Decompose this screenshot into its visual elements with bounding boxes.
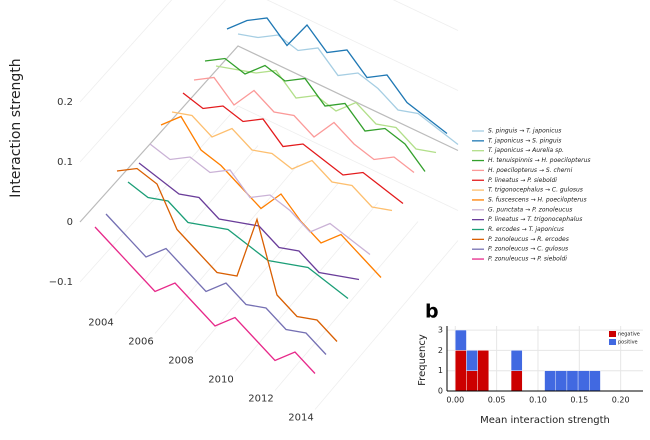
legend-label: P. zonuleucus → P. sieboldi xyxy=(488,256,567,263)
grid-line xyxy=(79,45,459,223)
y-tick-label: 0.1 xyxy=(57,157,73,168)
bar xyxy=(510,370,523,392)
x-tick-label: 2010 xyxy=(208,375,233,386)
x-tick-label: 2014 xyxy=(288,413,313,424)
x-tick-label: 0.15 xyxy=(570,396,588,405)
series-line xyxy=(149,143,371,256)
legend-label: P. zonoleucus → C. gulosus xyxy=(488,246,568,253)
legend-label: positive xyxy=(618,340,638,346)
panel-label: b xyxy=(425,301,439,323)
bar xyxy=(510,350,523,371)
series-line xyxy=(116,167,338,342)
legend-label: P. lineatus → P. sieboldi xyxy=(488,177,557,184)
x-tick-label: 2004 xyxy=(88,318,113,329)
y-tick-label: −0.1 xyxy=(49,277,73,288)
bar xyxy=(466,350,478,371)
series-line xyxy=(193,76,415,174)
legend-label: T. japonicus → S. pinguis xyxy=(488,137,561,144)
legend-label: P. lineatus → T. trigonocephalus xyxy=(488,216,582,223)
y-tick-label: 1 xyxy=(438,366,443,375)
grid-line xyxy=(79,0,459,163)
bar xyxy=(555,370,568,392)
y-tick-label: 0 xyxy=(438,387,443,396)
series-line xyxy=(215,65,437,154)
grid-line xyxy=(154,164,299,334)
grid-line xyxy=(79,105,459,283)
bar xyxy=(589,370,601,392)
series-line xyxy=(182,92,404,205)
y-tick-label: 0.2 xyxy=(57,97,73,108)
grid-line xyxy=(314,240,459,410)
bar xyxy=(455,350,467,392)
grid-line xyxy=(114,145,259,315)
legend-label: H. tenuispinnis → H. poecilopterus xyxy=(488,157,591,164)
series-line xyxy=(204,57,426,172)
series-line xyxy=(94,226,316,374)
legend-label: S. fuscescens → H. poecilopterus xyxy=(488,196,587,203)
x-axis-title: Mean interaction strength xyxy=(480,415,610,426)
legend-swatch xyxy=(609,339,616,345)
x-tick-label: 2008 xyxy=(168,356,193,367)
x-tick-label: 2012 xyxy=(248,394,273,405)
y-axis-title: Interaction strength xyxy=(8,58,24,197)
bar xyxy=(544,370,556,392)
x-tick-label: 0.20 xyxy=(612,396,630,405)
legend-label: H. poecilopterus → S. cherni xyxy=(488,167,573,174)
series-line xyxy=(138,162,360,281)
legend-label: negative xyxy=(618,332,640,338)
x-tick-label: 0.05 xyxy=(488,396,506,405)
legend-label: S. pinguis → T. japonicus xyxy=(488,128,561,135)
legend-label: R. ercodes → T. japonicus xyxy=(488,226,564,233)
legend-label: P. zonoleucus → R. ercodes xyxy=(488,236,569,243)
y-tick-label: 2 xyxy=(438,346,443,355)
bar xyxy=(455,329,467,351)
series-line xyxy=(226,17,448,135)
series-line xyxy=(105,213,327,355)
bar xyxy=(577,370,590,392)
grid-line xyxy=(194,183,339,353)
bar xyxy=(466,370,478,392)
series-line xyxy=(171,111,393,212)
legend-label: G. punctata → P. zonoleucus xyxy=(488,206,572,213)
x-tick-label: 2006 xyxy=(128,337,153,348)
series-line xyxy=(160,115,382,278)
x-tick-label: 0.10 xyxy=(529,396,547,405)
bar xyxy=(477,350,489,392)
legend-label: T. trigonocephalus → C. gulosus xyxy=(488,187,583,194)
legend-swatch xyxy=(609,331,616,337)
x-tick-label: 0.00 xyxy=(446,396,464,405)
y-axis-title: Frequency xyxy=(417,334,428,386)
series-line xyxy=(237,33,459,146)
grid-line xyxy=(79,0,459,103)
bar xyxy=(566,370,579,392)
y-tick-label: 3 xyxy=(438,326,443,335)
grid-line xyxy=(274,221,419,391)
series-line xyxy=(127,181,349,300)
legend-label: T. japonicus → Aurelia sp. xyxy=(488,147,564,154)
y-tick-label: 0 xyxy=(67,217,73,228)
